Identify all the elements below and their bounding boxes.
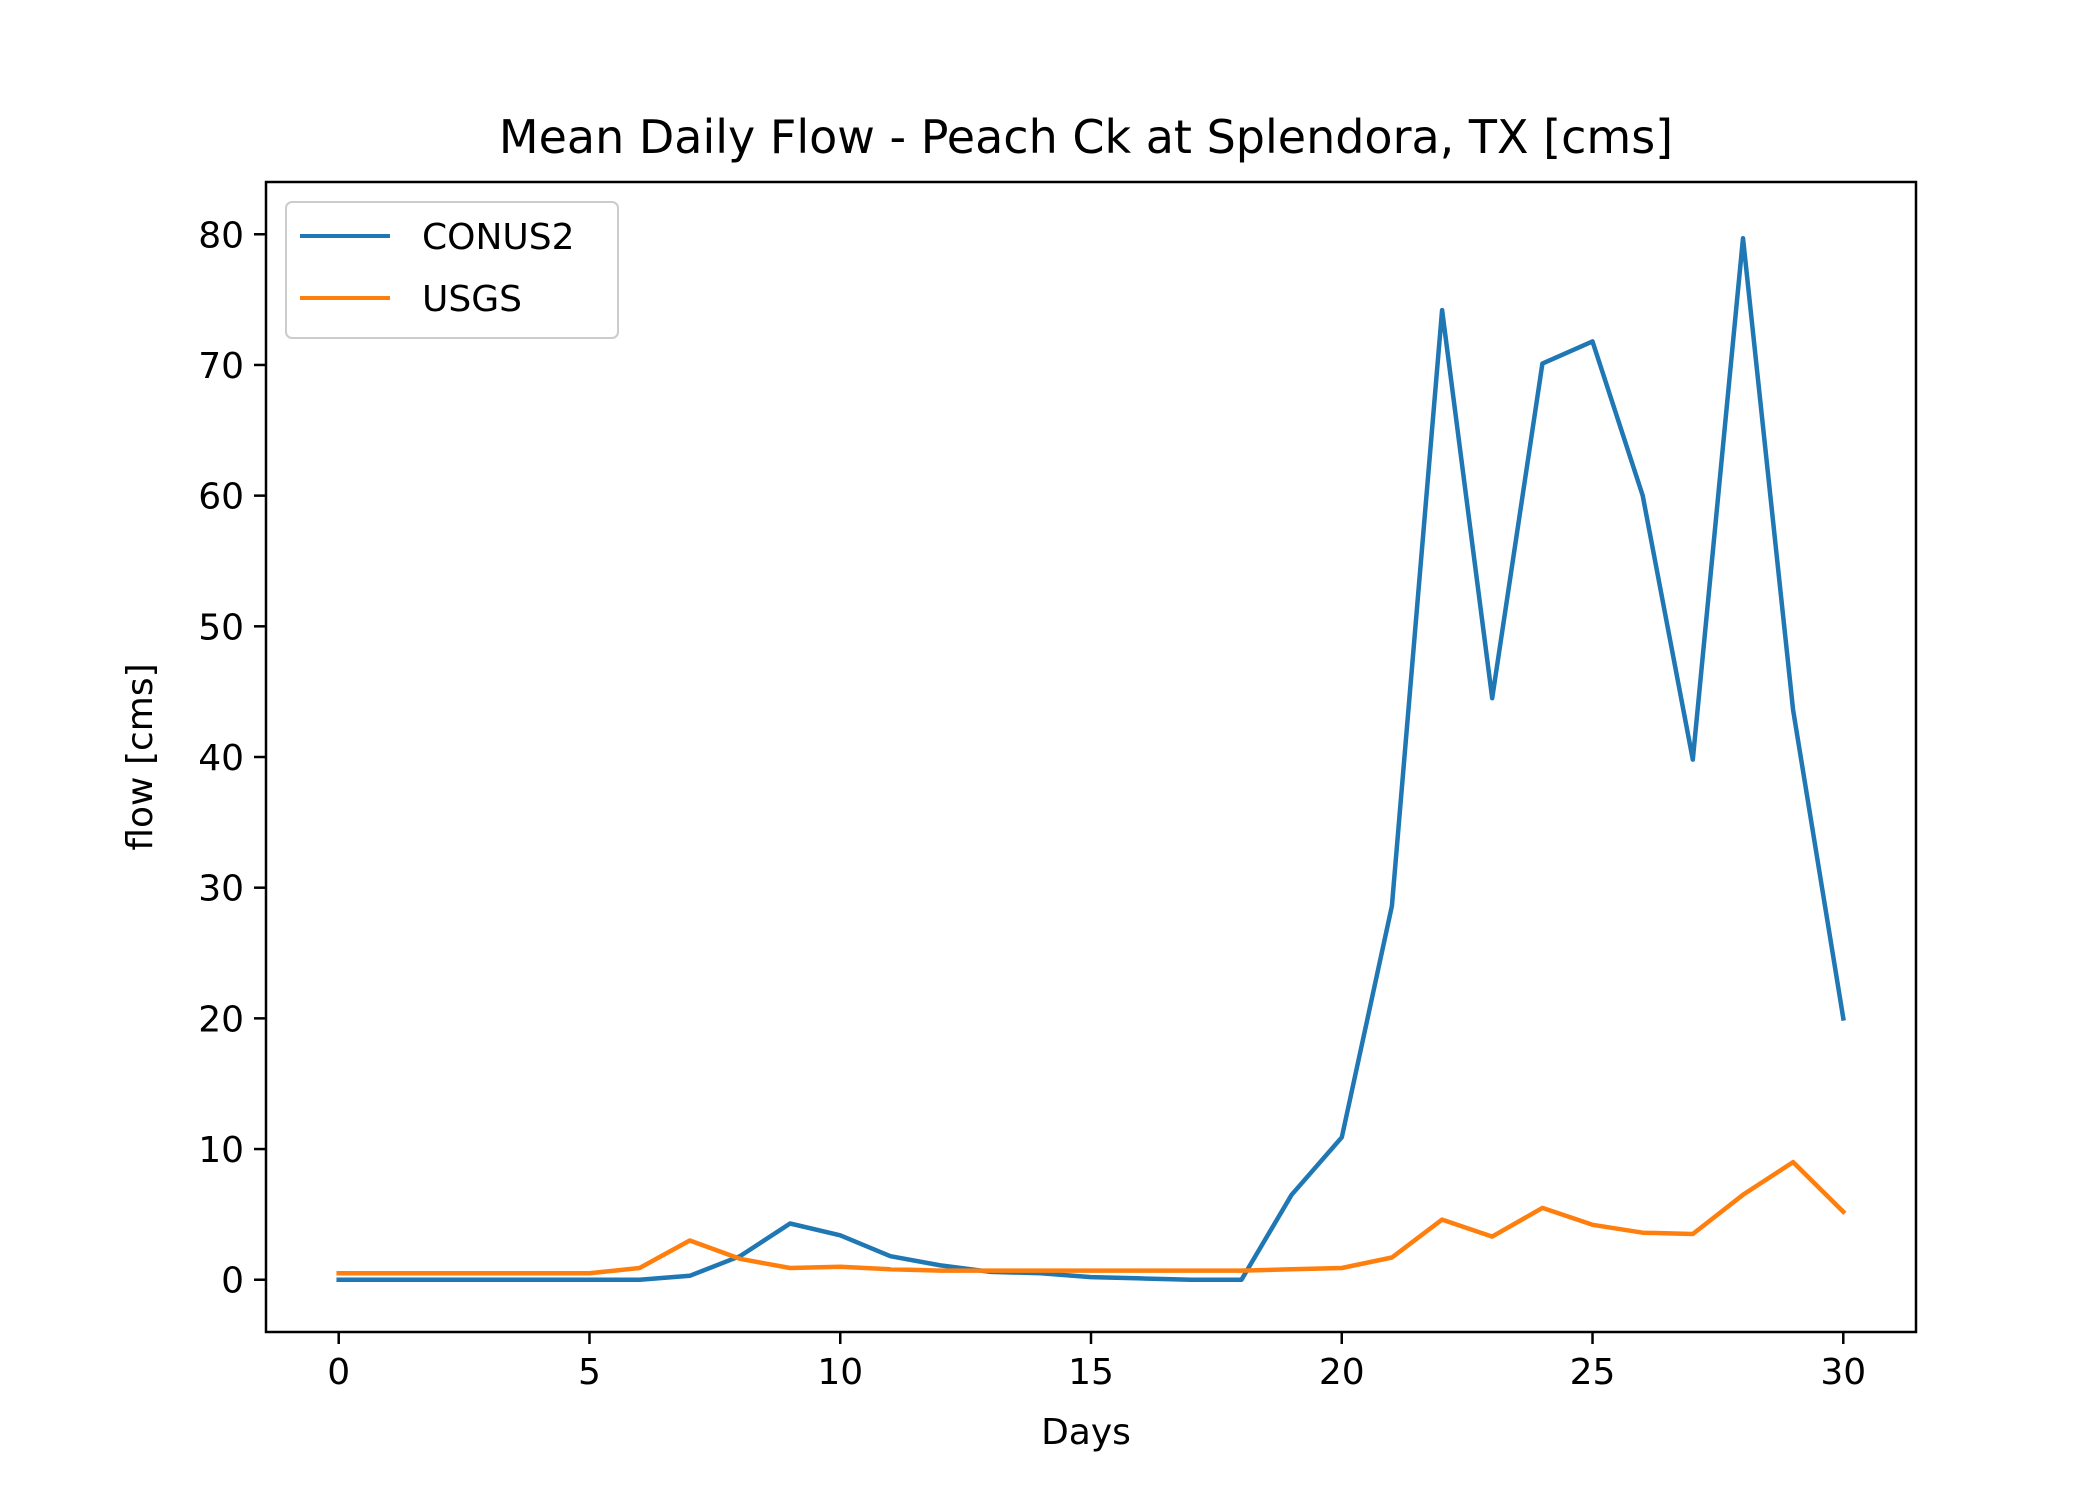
y-tick-label: 0 [221,1261,244,1302]
x-tick-label: 0 [327,1352,350,1393]
y-tick-label: 40 [198,738,244,779]
y-tick-label: 30 [198,869,244,910]
plot-frame [264,180,1918,1334]
y-tick-label: 70 [198,346,244,387]
x-tick-label: 30 [1820,1352,1866,1393]
x-tick-label: 10 [817,1352,863,1393]
y-axis-label: flow [cms] [120,663,161,850]
legend: CONUS2 USGS [285,201,619,339]
chart-title: Mean Daily Flow - Peach Ck at Splendora,… [499,110,1673,164]
y-tick-label: 60 [198,477,244,518]
x-tick-label: 20 [1319,1352,1365,1393]
axes-layer: 0 5 10 15 20 25 30 0 10 20 30 40 50 60 70 80 [198,215,1866,1393]
y-tick-label: 20 [198,999,244,1040]
legend-label-conus2: CONUS2 [422,217,575,258]
x-tick-label: 15 [1068,1352,1114,1393]
y-tick-label: 80 [198,215,244,256]
x-tick-label: 5 [578,1352,601,1393]
series-line-usgs [336,1159,1847,1276]
legend-label-usgs: USGS [422,279,522,320]
y-tick-label: 50 [198,607,244,648]
y-tick-label: 10 [198,1130,244,1171]
x-axis-label: Days [1041,1412,1131,1453]
x-tick-label: 25 [1570,1352,1616,1393]
series-line-conus2 [336,235,1846,1282]
series-layer [336,235,1847,1282]
